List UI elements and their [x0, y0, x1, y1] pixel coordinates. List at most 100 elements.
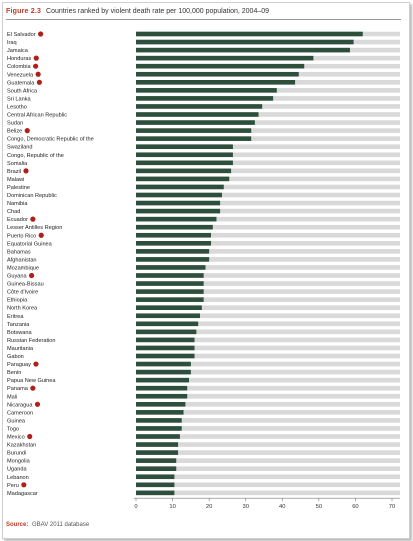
category-label-sri-lanka: Sri Lanka [7, 96, 32, 102]
bar-tanzania [136, 321, 199, 327]
bar-track-tanzania [136, 321, 400, 327]
bar-track-lesotho [136, 104, 400, 109]
bar-bahamas [136, 249, 210, 254]
bar-sri-lanka [136, 96, 274, 101]
bar-track-malawi [136, 176, 400, 182]
category-label-panama: Panama [7, 386, 29, 392]
category-label-ecuador: Ecuador [7, 217, 28, 223]
category-label-palestine: Palestine [7, 185, 30, 191]
bar-burundi [136, 450, 179, 455]
category-label-equatorial-guinea: Equatorial Guinea [7, 241, 53, 247]
x-tick-label-0: 0 [134, 504, 137, 510]
bar-track-afghanistan [136, 257, 400, 262]
highlight-markers [21, 31, 44, 488]
category-label-mongolia: Mongolia [7, 459, 31, 465]
figure-title: Countries ranked by violent death rate p… [46, 8, 270, 15]
bar-track-mali [136, 393, 400, 399]
bar-track-equatorial-guinea [136, 241, 400, 246]
bar-track-congo-democratic-republic-of-the [136, 136, 400, 141]
bar-track-congo-republic-of-the [136, 152, 400, 158]
highlight-marker-colombia [33, 63, 39, 69]
bar-peru [136, 482, 175, 488]
category-label-eritrea: Eritrea [7, 314, 24, 320]
bar-swaziland [136, 144, 233, 149]
bar-central-african-republic [136, 112, 259, 117]
bar-chad [136, 208, 221, 214]
category-label-namibia: Namibia [7, 201, 28, 207]
source-text: GBAV 2011 database [32, 522, 90, 528]
bar-dominican-republic [136, 192, 222, 198]
highlight-marker-puerto-rico [38, 232, 44, 238]
bar-track-madagascar [136, 490, 400, 496]
x-tick-label-70: 70 [389, 504, 395, 510]
bar-track-sudan [136, 120, 400, 125]
category-label-iraq: Iraq [7, 40, 17, 46]
bar-russian-federation [136, 337, 195, 343]
bar-track-namibia [136, 200, 400, 206]
category-label-cote-d-ivoire: Côte d'Ivoire [7, 290, 38, 296]
bar-track-benin [136, 369, 400, 375]
bar-guinea [136, 418, 182, 423]
category-label-puerto-rico: Puerto Rico [7, 233, 36, 239]
bar-mexico [136, 434, 180, 439]
category-label-peru: Peru [7, 483, 19, 489]
category-label-botswana: Botswana [7, 330, 32, 336]
bar-track-central-african-republic [136, 112, 400, 117]
category-label-gabon: Gabon [7, 354, 24, 360]
bar-sudan [136, 120, 255, 125]
category-label-afghanistan: Afghanistan [7, 257, 37, 263]
category-label-somalia: Somalia [7, 161, 28, 167]
bar-track-nicaragua [136, 402, 400, 407]
bar-track-cote-d-ivoire [136, 289, 400, 294]
bar-track-puerto-rico [136, 232, 400, 238]
bar-south-africa [136, 88, 277, 93]
category-label-mozambique: Mozambique [7, 265, 39, 271]
category-label-el-salvador: El Salvador [7, 32, 36, 38]
bar-puerto-rico [136, 232, 211, 238]
category-label-jamaica: Jamaica [7, 48, 29, 54]
bar-track-kazakhstan [136, 442, 400, 447]
category-label-lesser-antilles-region: Lesser Antilles Region [7, 225, 62, 231]
bar-mozambique [136, 265, 206, 270]
category-label-mali: Mali [7, 394, 17, 400]
bar-track-bahamas [136, 249, 400, 254]
bar-mongolia [136, 458, 177, 463]
category-label-congo-democratic-republic-of-the: Congo, Democratic Republic of the [7, 137, 94, 143]
bar-track-guyana [136, 273, 400, 278]
bar-mali [136, 393, 188, 399]
category-labels: El Salvador Iraq Jamaica Honduras Colombia Ve… [7, 32, 94, 497]
category-label-south-africa: South Africa [7, 88, 38, 94]
category-label-colombia: Colombia [7, 64, 32, 70]
bar-honduras [136, 55, 314, 61]
category-label-guinea-bissau: Guinea-Bissau [7, 282, 44, 288]
bars [136, 31, 363, 496]
bar-track-gabon [136, 353, 400, 359]
bar-iraq [136, 39, 354, 45]
title-divider [6, 19, 401, 20]
x-tick-label-50: 50 [316, 504, 322, 510]
highlight-marker-paraguay [33, 361, 39, 367]
category-label-belize: Belize [7, 129, 22, 135]
bar-namibia [136, 200, 221, 206]
category-label-guinea: Guinea [7, 418, 26, 424]
category-label-madagascar: Madagascar [7, 491, 38, 497]
bar-track-somalia [136, 160, 400, 166]
category-label-lebanon: Lebanon [7, 475, 29, 481]
category-label-chad: Chad [7, 209, 20, 215]
highlight-marker-mexico [27, 433, 33, 440]
bar-guyana [136, 273, 204, 278]
category-label-paraguay: Paraguay [7, 362, 31, 368]
x-tick-label-40: 40 [279, 504, 285, 510]
bar-track-chad [136, 208, 400, 214]
highlight-marker-venezuela [35, 71, 41, 77]
bar-cote-d-ivoire [136, 289, 204, 294]
highlight-marker-honduras [33, 55, 39, 61]
bar-botswana [136, 329, 197, 335]
bar-track-panama [136, 385, 400, 391]
category-label-mauritania: Mauritania [7, 346, 34, 352]
figure-title-row: Figure 2.3 Countries ranked by violent d… [6, 7, 401, 17]
bar-benin [136, 369, 191, 375]
category-label-lesotho: Lesotho [7, 104, 27, 110]
bar-togo [136, 426, 182, 431]
category-label-russian-federation: Russian Federation [7, 338, 56, 344]
